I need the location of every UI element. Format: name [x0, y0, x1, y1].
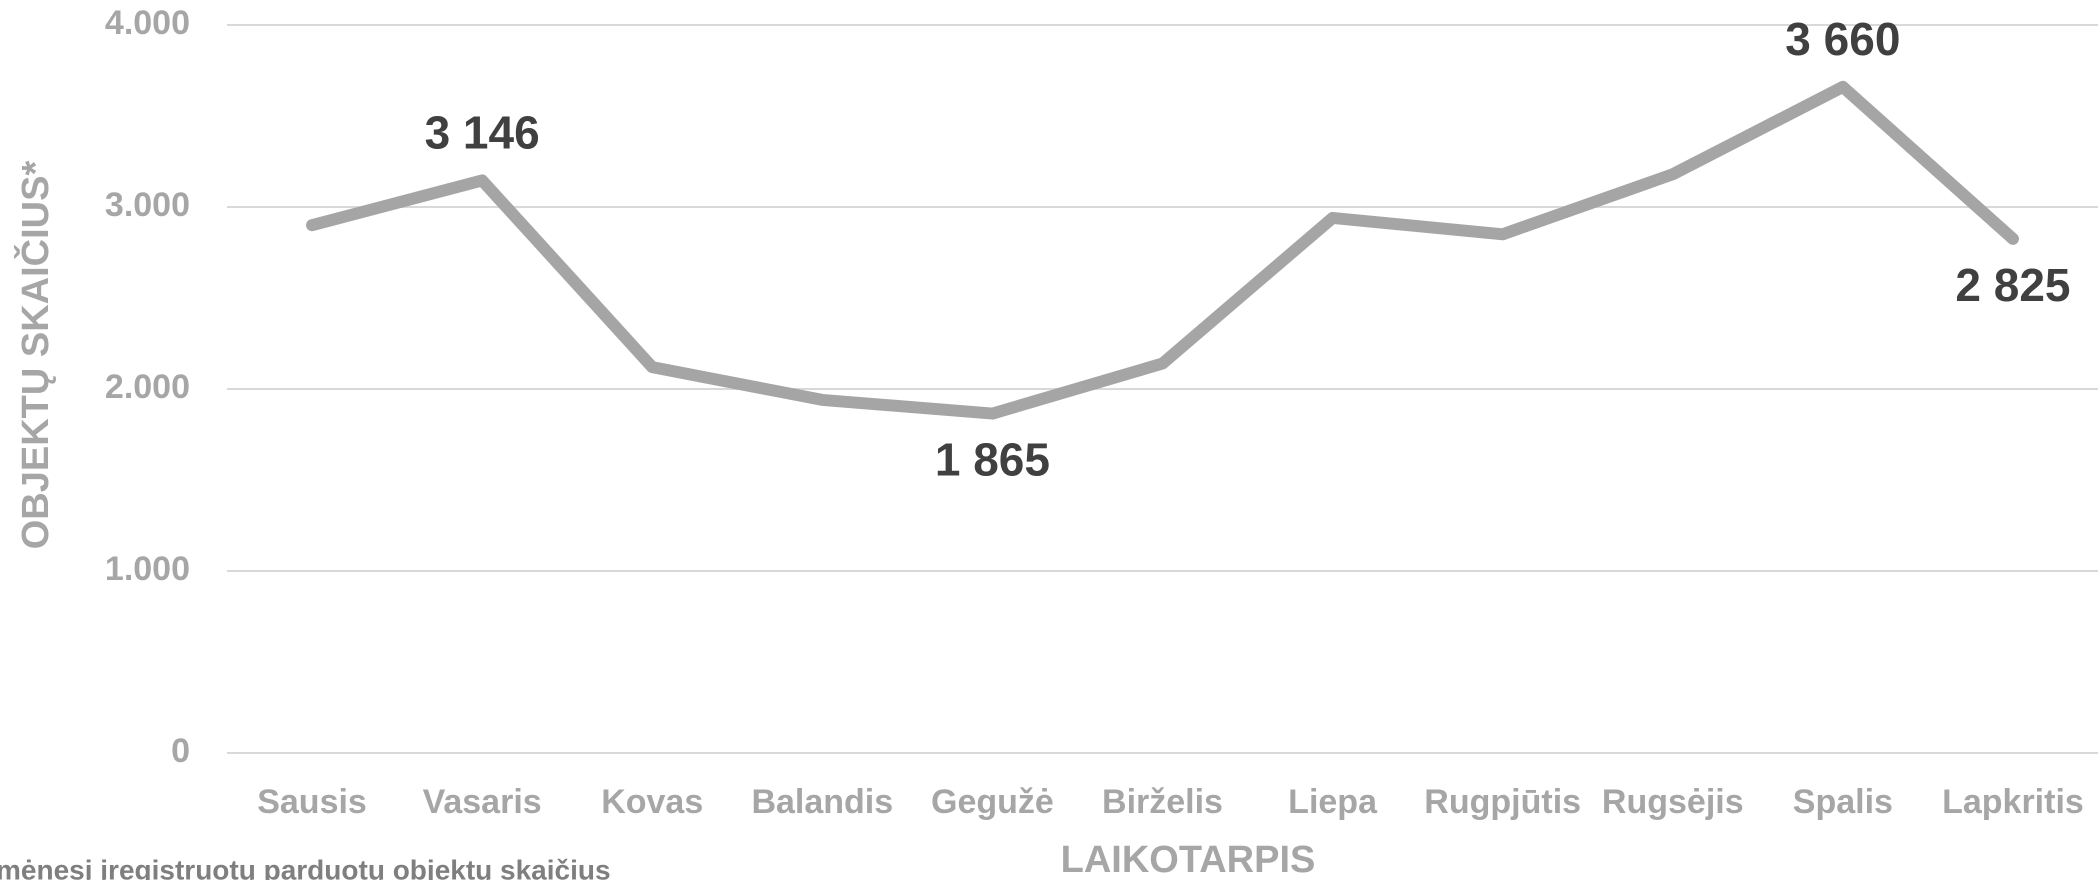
y-tick-label: 4.000	[105, 4, 190, 42]
data-label: 1 865	[935, 434, 1050, 486]
data-label: 3 660	[1785, 13, 1900, 65]
y-tick-label: 3.000	[105, 186, 190, 224]
x-tick-label: Birželis	[1102, 783, 1223, 821]
x-tick-label: Gegužė	[931, 783, 1054, 821]
x-tick-label: Lapkritis	[1942, 783, 2084, 821]
footnote: mėnesį įregistruotų parduotų objektų ska…	[0, 854, 611, 880]
x-tick-label: Balandis	[751, 783, 893, 821]
x-tick-label: Sausis	[257, 783, 367, 821]
data-label: 2 825	[1955, 259, 2070, 311]
x-tick-label: Vasaris	[423, 783, 542, 821]
x-tick-label: Rugpjūtis	[1424, 783, 1581, 821]
x-tick-label: Spalis	[1793, 783, 1893, 821]
data-label: 3 146	[425, 107, 540, 159]
x-tick-label: Kovas	[601, 783, 703, 821]
y-tick-label: 1.000	[105, 550, 190, 588]
y-tick-label: 0	[171, 732, 190, 770]
x-tick-label: Rugsėjis	[1602, 783, 1744, 821]
y-tick-label: 2.000	[105, 368, 190, 406]
x-axis-title: LAIKOTARPIS	[1061, 839, 1316, 880]
y-axis-title: OBJEKTŲ SKAIČIUS*	[12, 161, 57, 550]
x-tick-label: Liepa	[1288, 783, 1378, 821]
line	[306, 80, 2019, 420]
